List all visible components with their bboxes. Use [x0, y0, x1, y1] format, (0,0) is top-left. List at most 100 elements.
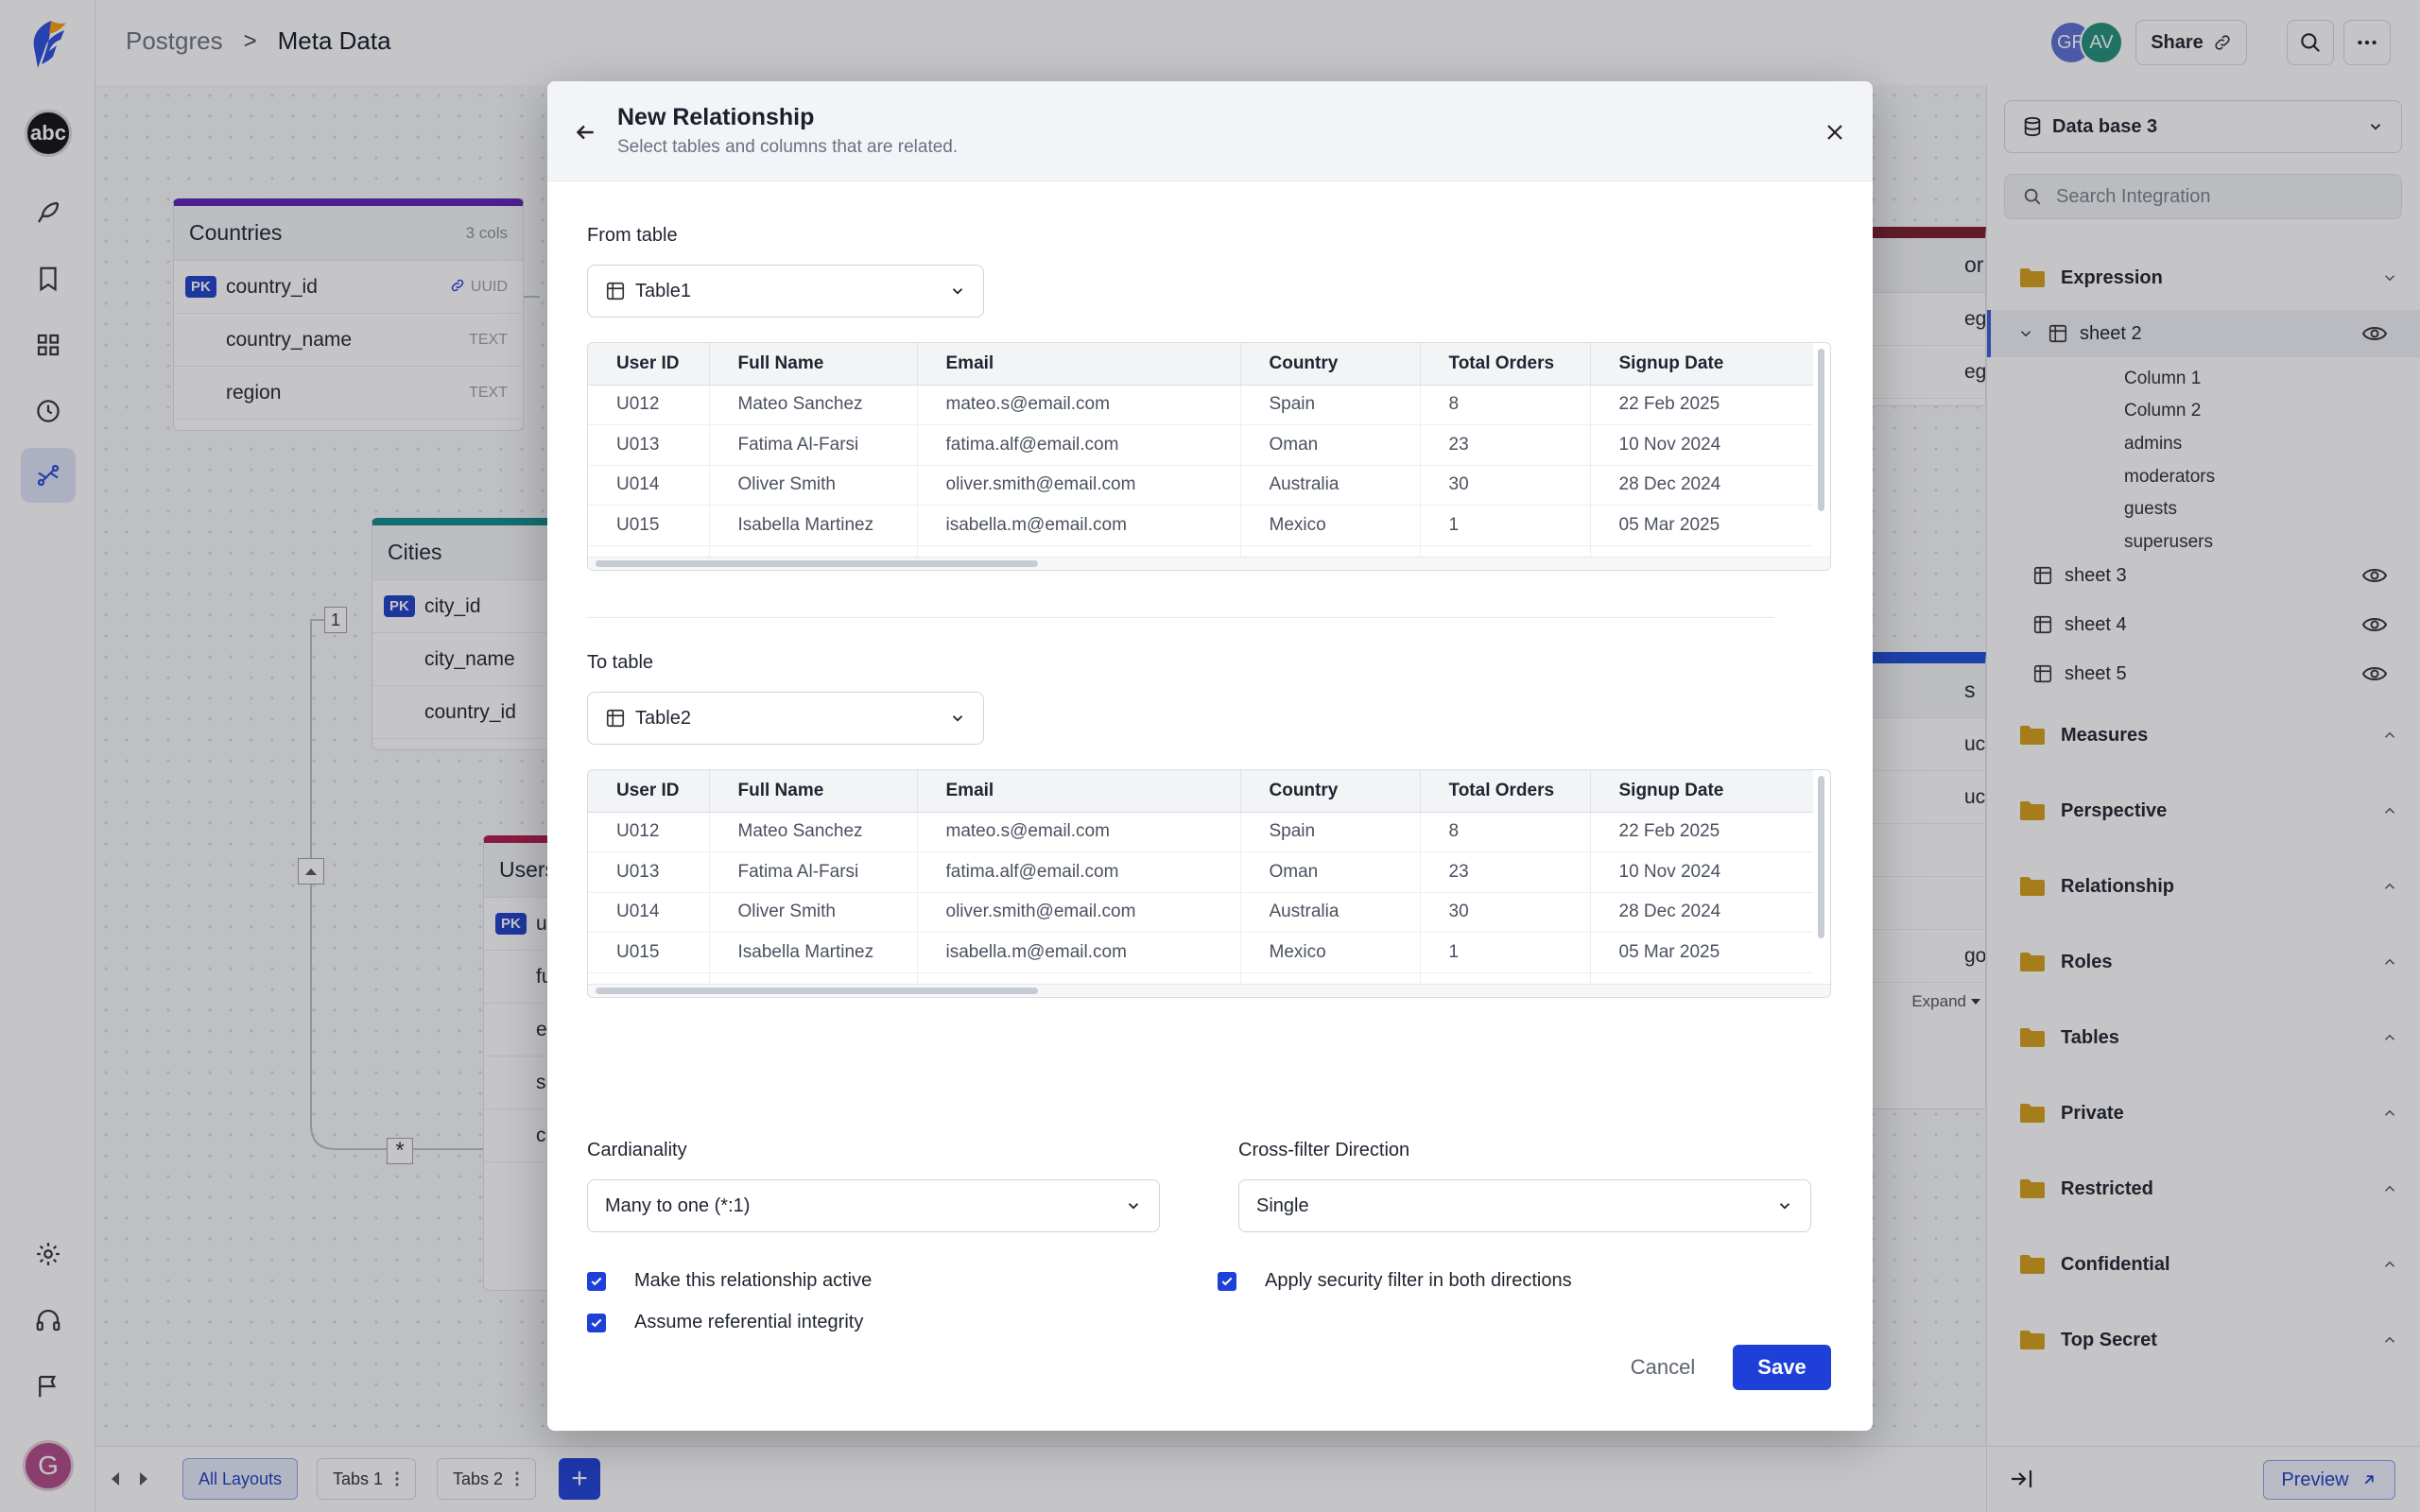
user-avatar[interactable]: G [23, 1440, 74, 1491]
column-header[interactable]: User ID [588, 770, 710, 813]
cancel-button[interactable]: Cancel [1610, 1345, 1716, 1390]
workspace-badge[interactable]: abc [25, 110, 72, 157]
table-card-row[interactable]: gory_id [1817, 930, 1985, 983]
column-header[interactable]: Total Orders [1420, 770, 1591, 813]
table-card-row[interactable]: country_id [372, 686, 654, 739]
column-header[interactable]: User ID [588, 343, 710, 386]
column-header[interactable]: Country [1240, 343, 1421, 386]
tab-tabs-1[interactable]: Tabs 1 [317, 1458, 417, 1500]
avatar[interactable]: AV [2080, 21, 2123, 64]
table-row[interactable]: U013 Fatima Al-Farsi fatima.alf@email.com O… [588, 424, 1813, 466]
table-row[interactable]: U014 Oliver Smith oliver.smith@email.com Au… [588, 465, 1813, 506]
back-button[interactable] [566, 113, 604, 151]
table-card-row[interactable]: uct_id [1817, 718, 1985, 771]
active-relationship-option[interactable]: Make this relationship active [587, 1270, 872, 1292]
tree-group-top-secret[interactable]: Top Secret [1987, 1302, 2420, 1378]
tree-column[interactable]: guests [2124, 499, 2177, 519]
vertical-scrollbar[interactable] [1815, 774, 1826, 982]
grid-icon[interactable] [21, 318, 76, 372]
bookmark-icon[interactable] [21, 251, 76, 306]
table-card-row[interactable]: egory_id [1817, 293, 1985, 346]
tree-sheet[interactable]: sheet 5 [1987, 650, 2420, 697]
column-header[interactable]: Country [1240, 770, 1421, 813]
tree-sheet-selected[interactable]: sheet 2 [1987, 310, 2420, 357]
collapse-panel-icon[interactable] [2010, 1468, 2034, 1490]
save-button[interactable]: Save [1733, 1345, 1831, 1390]
tree-group-measures[interactable]: Measures [1987, 697, 2420, 773]
add-tab-button[interactable]: + [559, 1458, 600, 1500]
table-row[interactable]: U015 Isabella Martinez isabella.m@email.co… [588, 932, 1813, 973]
table-card-row[interactable] [1817, 877, 1985, 930]
search-button[interactable] [2287, 20, 2334, 65]
more-button[interactable] [2343, 20, 2391, 65]
table-card-row[interactable] [1817, 824, 1985, 877]
column-header[interactable]: Email [917, 770, 1241, 813]
table-card-row[interactable]: PK city_id [372, 580, 654, 633]
eye-icon[interactable] [2362, 663, 2387, 684]
table-card-row[interactable]: uct_name [1817, 771, 1985, 824]
expand-button[interactable]: Expand [1817, 983, 1985, 1021]
tab-prev-icon[interactable] [109, 1471, 122, 1486]
preview-button[interactable]: Preview [2263, 1460, 2395, 1500]
column-header[interactable]: Total Orders [1420, 343, 1591, 386]
tree-column[interactable]: moderators [2124, 467, 2216, 487]
tree-column[interactable]: Column 1 [2124, 369, 2202, 388]
clock-icon[interactable] [21, 384, 76, 438]
column-header[interactable]: Full Name [709, 343, 918, 386]
security-filter-option[interactable]: Apply security filter in both directions [1218, 1270, 1572, 1292]
table-card-row[interactable]: region TEXT [174, 367, 523, 420]
cardinality-select[interactable]: Many to one (*:1) [587, 1179, 1160, 1232]
breadcrumb-root[interactable]: Postgres [126, 26, 223, 55]
flag-icon[interactable] [21, 1359, 76, 1414]
tree-column[interactable]: admins [2124, 434, 2183, 454]
tree-group-roles[interactable]: Roles [1987, 924, 2420, 1000]
search-integration-input[interactable]: Search Integration [2004, 174, 2402, 219]
table-row[interactable]: U014 Oliver Smith oliver.smith@email.com Au… [588, 892, 1813, 933]
more-vertical-icon[interactable] [514, 1470, 520, 1487]
tree-group-relationship[interactable]: Relationship [1987, 849, 2420, 924]
gear-icon[interactable] [21, 1227, 76, 1281]
relationship-icon[interactable] [21, 448, 76, 503]
crossfilter-select[interactable]: Single [1238, 1179, 1811, 1232]
horizontal-scrollbar[interactable] [588, 984, 1830, 997]
tree-column[interactable]: Column 2 [2124, 401, 2202, 421]
horizontal-scrollbar[interactable] [588, 557, 1830, 570]
tree-group-restricted[interactable]: Restricted [1987, 1151, 2420, 1227]
from-table-preview[interactable]: User ID Full Name Email Country Total Or… [587, 342, 1831, 571]
table-row[interactable]: U012 Mateo Sanchez mateo.s@email.com Spain 8… [588, 385, 1813, 425]
tab-next-icon[interactable] [137, 1471, 150, 1486]
vertical-scrollbar[interactable] [1815, 347, 1826, 555]
table-card-countries[interactable]: Countries 3 cols PK country_id UUID coun… [173, 198, 524, 431]
tab-tabs-2[interactable]: Tabs 2 [437, 1458, 537, 1500]
table-row[interactable]: U015 Isabella Martinez isabella.m@email.co… [588, 505, 1813, 546]
table-row[interactable]: U012 Mateo Sanchez mateo.s@email.com Spain 8… [588, 812, 1813, 852]
tree-group-perspective[interactable]: Perspective [1987, 773, 2420, 849]
to-table-select[interactable]: Table2 [587, 692, 984, 745]
from-table-select[interactable]: Table1 [587, 265, 984, 318]
column-header[interactable]: Full Name [709, 770, 918, 813]
close-button[interactable] [1816, 113, 1854, 151]
table-card-row[interactable]: PK country_id UUID [174, 261, 523, 314]
table-card-row[interactable]: country_name TEXT [174, 314, 523, 367]
referential-integrity-checkbox[interactable] [587, 1313, 606, 1332]
feather-icon[interactable] [21, 185, 76, 240]
tree-group-confidential[interactable]: Confidential [1987, 1227, 2420, 1302]
more-vertical-icon[interactable] [394, 1470, 400, 1487]
table-card-row[interactable]: city_name [372, 633, 654, 686]
eye-icon[interactable] [2362, 323, 2387, 344]
tree-column[interactable]: superusers [2124, 532, 2213, 552]
eye-icon[interactable] [2362, 565, 2387, 586]
column-header[interactable]: Signup Date [1590, 770, 1813, 813]
tree-group-expression[interactable]: Expression [1987, 240, 2420, 316]
column-header[interactable]: Email [917, 343, 1241, 386]
active-relationship-checkbox[interactable] [587, 1271, 606, 1291]
share-button[interactable]: Share [2135, 20, 2247, 65]
tree-sheet[interactable]: sheet 4 [1987, 601, 2420, 648]
security-filter-checkbox[interactable] [1218, 1271, 1236, 1291]
tab-all-layouts[interactable]: All Layouts [182, 1458, 299, 1500]
app-logo-icon[interactable] [28, 19, 68, 70]
to-table-preview[interactable]: User ID Full Name Email Country Total Or… [587, 769, 1831, 998]
table-card-row[interactable]: egory_name [1817, 346, 1985, 399]
eye-icon[interactable] [2362, 614, 2387, 635]
tree-sheet[interactable]: sheet 3 [1987, 552, 2420, 599]
